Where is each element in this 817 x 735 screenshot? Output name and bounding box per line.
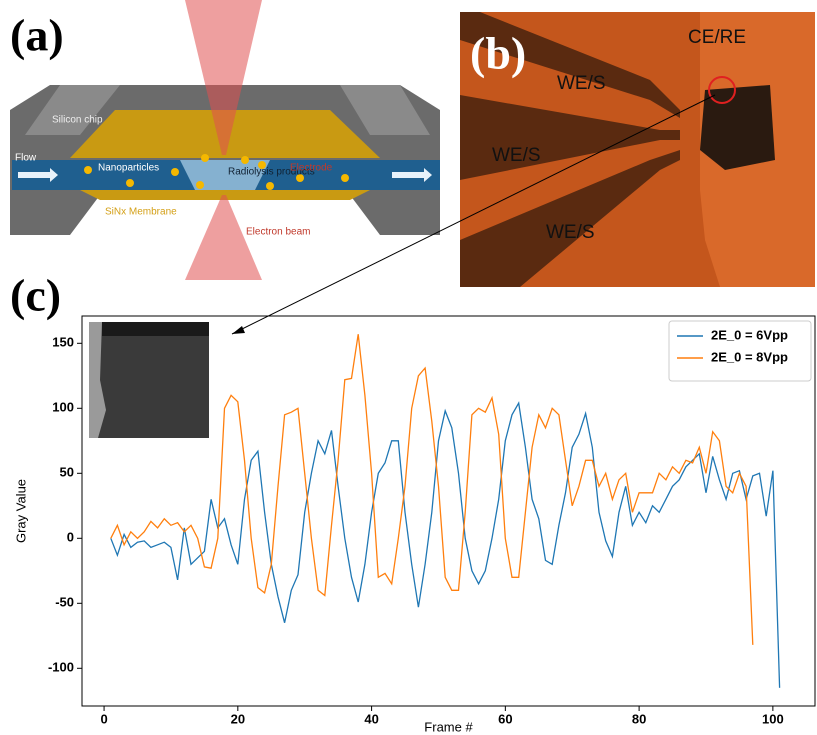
x-axis-label: Frame # xyxy=(424,719,473,734)
x-tick-label: 100 xyxy=(762,711,784,726)
diagram-label: Silicon chip xyxy=(52,115,103,126)
diagram-label: SiNx Membrane xyxy=(105,207,177,218)
diagram-label: CE/RE xyxy=(688,27,746,48)
data-line xyxy=(110,334,754,645)
window xyxy=(700,85,775,170)
plot-frame xyxy=(81,315,816,707)
arrow-head xyxy=(232,326,245,334)
diagram-label: Radiolysis products xyxy=(228,167,315,178)
y-tick-label: 150 xyxy=(52,335,74,350)
diagram-label: WE/S xyxy=(557,73,606,94)
x-tick-label: 20 xyxy=(231,711,245,726)
diagram-label: Electron beam xyxy=(246,227,310,238)
legend-box xyxy=(668,320,812,382)
electrode-gap xyxy=(460,95,680,180)
legend-label: 2E_0 = 6Vpp xyxy=(711,327,788,342)
beam-bottom xyxy=(185,195,262,280)
y-tick-label: -100 xyxy=(48,660,74,675)
inset-image xyxy=(89,322,209,438)
pointer-arrow xyxy=(231,94,716,335)
inset-band xyxy=(102,322,209,336)
x-tick-label: 80 xyxy=(632,711,646,726)
y-tick-label: -50 xyxy=(55,595,74,610)
data-line xyxy=(110,401,781,688)
beam-top xyxy=(185,0,262,155)
diagram-label: Flow xyxy=(15,153,37,164)
flow-arrow xyxy=(392,168,432,182)
x-tick-label: 40 xyxy=(364,711,378,726)
diagram-label: WE/S xyxy=(492,145,541,166)
y-tick-label: 50 xyxy=(60,465,74,480)
diagram-label: Electrode xyxy=(290,163,333,174)
chip-bevel xyxy=(340,85,430,135)
y-axis-label: Gray Value xyxy=(13,479,28,543)
x-tick-label: 60 xyxy=(498,711,512,726)
diagram-label: Nanoparticles xyxy=(98,163,159,174)
panel-b: (b) CE/RE WE/S WE/S WE/S xyxy=(460,12,815,287)
x-tick-label: 0 xyxy=(100,711,107,726)
chip-bevel xyxy=(25,85,120,135)
panel-label: (a) xyxy=(10,10,64,61)
electrode-gap xyxy=(460,150,680,287)
nanoparticles-dots xyxy=(84,154,349,190)
panel-label: (c) xyxy=(10,270,61,321)
legend-label: 2E_0 = 8Vpp xyxy=(711,349,788,364)
y-tick-label: 100 xyxy=(52,400,74,415)
flow-arrow xyxy=(18,168,58,182)
electrode-gap xyxy=(460,12,680,118)
inset-edge xyxy=(89,322,106,438)
panel-a: (a) Silicon chip Flow Nanoparticles Radi… xyxy=(10,0,440,280)
panel-label: (b) xyxy=(470,28,526,79)
chart: 0 20 40 60 80 100 -100 -50 0 50 100 150 Frame # Gray … xyxy=(13,315,816,734)
highlight-circle xyxy=(708,76,736,104)
diagram-label: WE/S xyxy=(546,222,595,243)
y-tick-label: 0 xyxy=(67,530,74,545)
